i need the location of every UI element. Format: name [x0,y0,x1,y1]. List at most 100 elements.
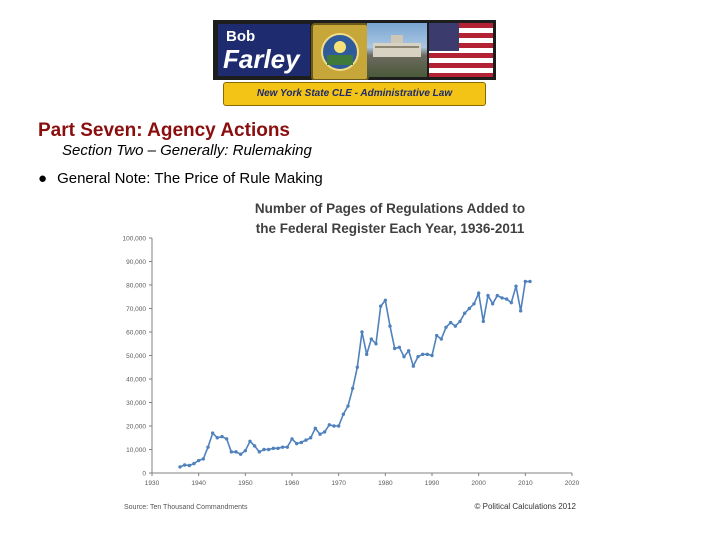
data-point [322,430,327,434]
chart-credit: © Political Calculations 2012 [474,502,576,511]
data-point [462,311,467,315]
data-point [355,365,360,369]
data-point [481,319,486,324]
data-point [318,432,322,436]
series-line [179,280,530,468]
data-point [350,386,355,391]
section-title: Section Two – Generally: Rulemaking [62,142,312,159]
x-tick-label: 2020 [565,480,580,487]
data-point [248,439,252,443]
data-point [434,333,439,338]
data-point [285,445,290,449]
data-point [374,342,378,346]
data-point [341,412,346,416]
data-point [196,458,201,463]
data-point [238,452,243,456]
data-point [448,320,453,325]
data-point [472,302,476,306]
data-point [304,438,308,442]
data-point [528,279,532,284]
y-tick-label: 90,000 [126,259,146,266]
data-point [308,436,313,440]
data-point [402,354,406,359]
x-tick-label: 1970 [331,480,346,487]
data-point [276,446,280,451]
x-tick-label: 2000 [471,480,486,487]
data-point [280,445,285,449]
data-point [266,447,271,452]
regulations-line-chart: Number of Pages of Regulations Added to … [123,201,580,511]
data-point [392,346,397,351]
data-point [215,436,220,440]
course-subtitle: New York State CLE - Administrative Law [223,82,486,106]
data-point [206,445,210,449]
y-tick-label: 60,000 [126,330,146,337]
data-point [444,325,448,329]
data-point [514,284,518,288]
data-point [518,309,523,313]
data-point [336,424,341,428]
speaker-first-name: Bob [226,28,256,45]
data-point [439,337,444,341]
y-tick-label: 100,000 [123,236,147,243]
data-point [262,447,266,452]
data-point [252,444,257,448]
y-tick-label: 70,000 [126,306,146,313]
data-point [486,293,490,298]
y-tick-label: 50,000 [126,353,146,360]
x-tick-label: 2010 [518,480,533,487]
x-tick-label: 1950 [238,480,253,487]
capitol-building-image [367,23,427,77]
data-point [369,337,374,341]
state-seal-image [311,23,369,80]
chart-title-line-1: Number of Pages of Regulations Added to [255,201,525,216]
data-point [187,463,192,468]
data-point [346,404,350,408]
data-point [220,434,224,439]
data-point [495,293,500,298]
data-point [416,354,420,359]
american-flag-image [429,23,493,77]
data-point [243,448,248,453]
data-point [523,279,528,284]
data-point [504,297,509,301]
data-point [210,431,215,435]
y-tick-label: 40,000 [126,377,146,384]
data-point [378,304,383,308]
data-point [360,330,364,334]
bullet-icon: ● [38,170,48,187]
speaker-name-box: Bob Farley [218,24,310,76]
speaker-last-name: Farley [223,44,300,74]
banner-image-strip: Bob Farley [213,20,496,80]
data-point [476,291,481,295]
data-point [234,450,238,454]
data-point [420,352,425,357]
data-point [201,457,206,461]
data-point [182,463,187,467]
data-point [383,298,388,302]
data-point [490,302,495,306]
data-point [430,353,434,358]
data-point [364,352,369,357]
data-point [327,423,332,427]
data-point [458,319,462,324]
y-tick-label: 80,000 [126,283,146,290]
data-point [388,324,392,328]
y-tick-label: 20,000 [126,424,146,431]
y-tick-label: 0 [142,471,146,478]
chart-source: Source: Ten Thousand Commandments [124,504,248,511]
data-point [425,352,430,357]
data-point [411,364,416,368]
data-point [229,450,234,454]
x-tick-label: 1980 [378,480,393,487]
data-point [192,461,196,466]
data-point [406,349,411,353]
data-point [178,465,182,469]
data-point [271,446,276,451]
y-tick-label: 30,000 [126,400,146,407]
x-tick-label: 1940 [191,480,206,487]
header-banner: Bob Farley New York State CLE - Administ… [213,20,496,108]
data-point [299,440,304,445]
chart-title-line-2: the Federal Register Each Year, 1936-201… [256,221,525,236]
data-point [294,441,299,446]
